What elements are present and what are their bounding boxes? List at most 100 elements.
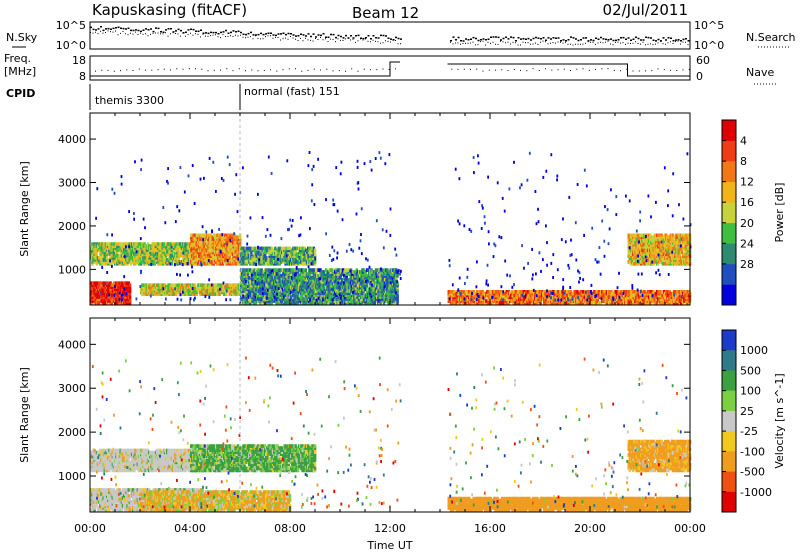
power-cell <box>102 260 105 264</box>
power-cell <box>300 281 303 286</box>
power-cell <box>245 274 249 278</box>
power-cell <box>390 293 394 297</box>
power-cell <box>264 278 268 282</box>
power-cell <box>151 246 154 250</box>
power-cell <box>339 283 343 288</box>
power-cell <box>270 299 273 303</box>
power-cell <box>447 290 450 294</box>
power-cell <box>344 270 347 274</box>
power-cell <box>245 246 249 251</box>
power-cell <box>262 285 266 290</box>
power-cell <box>322 301 326 305</box>
power-cell <box>249 279 252 284</box>
power-cell <box>117 248 120 252</box>
power-cell <box>453 290 456 294</box>
power-cell <box>136 246 139 250</box>
power-cell <box>246 252 250 256</box>
power-cell <box>285 281 288 286</box>
power-cell <box>332 268 336 272</box>
power-cell <box>370 268 373 272</box>
power-cell <box>335 293 338 297</box>
power-cell <box>241 287 244 292</box>
power-cell <box>217 254 220 258</box>
power-cell <box>98 297 101 301</box>
power-cell <box>292 289 295 294</box>
power-cell <box>347 279 350 284</box>
power-cell <box>259 250 262 255</box>
power-cell <box>314 295 318 299</box>
power-cell <box>286 289 289 294</box>
power-cell <box>629 248 633 253</box>
power-cell <box>100 262 103 266</box>
power-cell <box>260 246 263 251</box>
power-cell <box>250 250 253 255</box>
nave-label: Nave <box>746 66 774 79</box>
power-cell <box>387 299 390 303</box>
power-cell <box>141 242 144 246</box>
power-cell <box>363 281 366 286</box>
power-cell <box>196 252 200 257</box>
power-cell <box>124 250 127 254</box>
power-cell <box>321 281 324 286</box>
power-cell <box>230 237 234 241</box>
power-cell <box>303 262 306 266</box>
power-cell <box>356 281 360 286</box>
power-cell <box>95 289 99 293</box>
power-cell <box>371 291 374 296</box>
power-cell <box>249 268 252 272</box>
power-cell <box>373 301 377 305</box>
power-cell <box>247 281 251 286</box>
power-cell <box>346 297 349 301</box>
power-cell <box>157 244 160 248</box>
power-cell <box>280 274 284 278</box>
power-cell <box>247 279 251 284</box>
power-cell <box>166 262 169 266</box>
power-cell <box>309 252 312 256</box>
power-cell <box>95 281 99 285</box>
power-cell <box>208 235 211 239</box>
power-cell <box>220 250 224 255</box>
power-cell <box>225 254 228 258</box>
power-cell <box>269 291 272 296</box>
power-cell <box>137 252 141 256</box>
power-cell <box>330 301 333 305</box>
power-cell <box>245 260 249 264</box>
power-cell <box>276 254 279 258</box>
power-cell <box>252 285 255 290</box>
power-cell <box>98 295 101 299</box>
power-cell <box>396 295 399 299</box>
power-cell <box>304 276 307 280</box>
power-cell <box>194 237 197 241</box>
power-cell <box>365 285 369 290</box>
power-cell <box>671 239 675 243</box>
power-cell <box>215 256 218 260</box>
power-cell <box>327 276 330 280</box>
power-cell <box>277 283 280 288</box>
power-cell <box>221 235 225 239</box>
power-cell <box>303 246 306 251</box>
power-cell <box>148 262 151 266</box>
nsearch-tick-low: 10^0 <box>694 39 724 52</box>
power-cell <box>382 276 386 280</box>
power-cell <box>354 295 357 299</box>
power-cell <box>301 295 304 299</box>
power-cell <box>383 291 387 296</box>
power-cell <box>212 233 216 238</box>
power-cell <box>633 248 636 253</box>
power-cell <box>213 244 217 249</box>
power-cell <box>369 276 372 280</box>
power-cell <box>143 288 146 293</box>
power-cell <box>243 268 246 272</box>
power-cell <box>287 293 290 297</box>
nsky-tick-low: 10^0 <box>56 39 86 52</box>
power-cell <box>627 250 630 255</box>
power-cell <box>250 270 253 274</box>
power-cell <box>241 297 244 301</box>
power-cell <box>221 258 225 262</box>
power-cell <box>311 299 314 303</box>
power-cell <box>270 254 274 258</box>
power-cell <box>373 270 377 274</box>
power-cell <box>149 256 152 260</box>
power-cell <box>386 268 389 272</box>
power-cell <box>343 276 346 280</box>
